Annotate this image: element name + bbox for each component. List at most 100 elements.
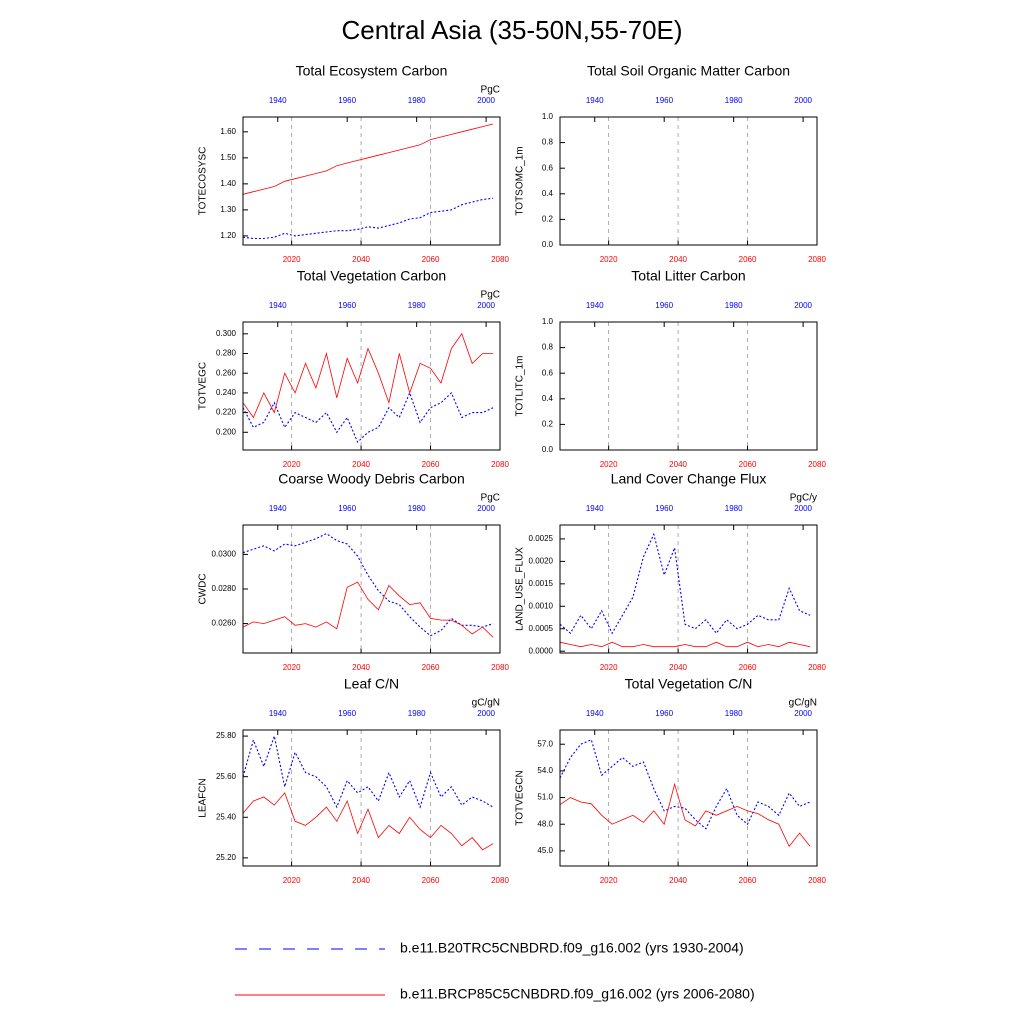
y-tick-label: 51.0 [537, 793, 553, 802]
x-tick-label: 2060 [739, 663, 757, 672]
x2-tick-label: 2000 [794, 504, 812, 513]
x-tick-label: 2040 [669, 876, 687, 885]
y-tick-label: 0.4 [542, 189, 554, 198]
y-tick-label: 0.220 [216, 408, 237, 417]
y-tick-label: 48.0 [537, 819, 553, 828]
y-tick-label: 0.0300 [212, 550, 237, 559]
y-tick-label: 0.200 [216, 427, 237, 436]
y-tick-label: 0.0 [542, 240, 554, 249]
x2-tick-label: 1940 [269, 709, 287, 718]
x2-tick-label: 1960 [338, 709, 356, 718]
x2-tick-label: 1940 [269, 301, 287, 310]
x2-tick-label: 1960 [338, 301, 356, 310]
panel-title: Total Soil Organic Matter Carbon [587, 63, 790, 79]
x-tick-label: 2020 [600, 255, 618, 264]
x2-tick-label: 1980 [725, 709, 743, 718]
legend-label: b.e11.BRCP85C5CNBDRD.f09_g16.002 (yrs 20… [400, 986, 755, 1002]
panel-title: Total Vegetation C/N [625, 676, 753, 692]
series-line [242, 123, 494, 195]
x2-tick-label: 1960 [655, 96, 673, 105]
y-tick-label: 0.0015 [529, 579, 554, 588]
x-tick-label: 2020 [600, 876, 618, 885]
series-line [559, 641, 811, 648]
series-line [242, 581, 494, 638]
y-tick-label: 25.80 [216, 731, 237, 740]
x-tick-label: 2080 [491, 876, 509, 885]
units-label: PgC [481, 493, 500, 504]
plot-frame [242, 729, 501, 867]
plot-frame [559, 524, 818, 654]
panel: Total Vegetation C/N gC/gN TOTVEGCN 2020 204… [515, 676, 827, 885]
y-axis-label: TOTVEGC [198, 362, 209, 410]
y-tick-label: 0.0005 [529, 624, 554, 633]
x-tick-label: 2040 [669, 255, 687, 264]
y-tick-label: 0.8 [542, 138, 554, 147]
plot-frame [242, 524, 501, 654]
x-tick-label: 2080 [808, 255, 826, 264]
x2-tick-label: 1940 [586, 301, 604, 310]
units-label: PgC/y [790, 493, 817, 504]
x-tick-label: 2040 [352, 460, 370, 469]
x-tick-label: 2040 [352, 255, 370, 264]
y-tick-label: 0.0000 [529, 646, 554, 655]
x2-tick-label: 1980 [408, 709, 426, 718]
x-tick-label: 2080 [808, 876, 826, 885]
y-tick-label: 0.8 [542, 343, 554, 352]
panel: Land Cover Change Flux PgC/y LAND_USE_FLUX… [515, 471, 827, 672]
x2-tick-label: 2000 [477, 504, 495, 513]
x-tick-label: 2020 [600, 460, 618, 469]
x-tick-label: 2060 [422, 460, 440, 469]
x-tick-label: 2080 [808, 663, 826, 672]
x-tick-label: 2080 [491, 460, 509, 469]
plot-frame [242, 321, 501, 451]
panel-title: Coarse Woody Debris Carbon [278, 471, 465, 487]
y-tick-label: 1.0 [542, 112, 554, 121]
y-tick-label: 1.60 [220, 127, 236, 136]
x-tick-label: 2060 [422, 255, 440, 264]
y-axis-label: TOTLITC_1m [515, 356, 526, 417]
x2-tick-label: 1980 [725, 96, 743, 105]
series-line [242, 734, 494, 809]
units-label: PgC [481, 85, 500, 96]
x-tick-label: 2020 [283, 255, 301, 264]
x2-tick-label: 2000 [477, 96, 495, 105]
y-axis-label: TOTSOMC_1m [515, 146, 526, 215]
panel: Total Ecosystem Carbon PgC TOTECOSYSC 2020 2… [198, 63, 510, 264]
y-tick-label: 0.0010 [529, 601, 554, 610]
x2-tick-label: 1940 [586, 709, 604, 718]
units-label: PgC [481, 290, 500, 301]
x-tick-label: 2040 [669, 460, 687, 469]
x2-tick-label: 1960 [338, 504, 356, 513]
x-tick-label: 2040 [669, 663, 687, 672]
panel: Coarse Woody Debris Carbon PgC CWDC 2020 204… [198, 471, 510, 672]
x2-tick-label: 1960 [655, 301, 673, 310]
panel: Total Soil Organic Matter Carbon TOTSOMC_… [515, 63, 827, 264]
x-tick-label: 2080 [808, 460, 826, 469]
x2-tick-label: 1960 [655, 709, 673, 718]
units-label: gC/gN [472, 698, 500, 709]
y-axis-label: CWDC [198, 573, 209, 604]
panel-title: Leaf C/N [344, 676, 399, 692]
y-tick-label: 0.0280 [212, 584, 237, 593]
y-tick-label: 25.40 [216, 812, 237, 821]
y-tick-label: 0.0020 [529, 556, 554, 565]
series-line [242, 391, 494, 444]
y-tick-label: 1.20 [220, 231, 236, 240]
x2-tick-label: 1980 [725, 504, 743, 513]
x2-tick-label: 1940 [269, 96, 287, 105]
y-tick-label: 0.260 [216, 368, 237, 377]
x2-tick-label: 2000 [794, 709, 812, 718]
y-tick-label: 0.2 [542, 420, 554, 429]
panel-title: Total Vegetation Carbon [297, 268, 446, 284]
units-label: gC/gN [789, 698, 817, 709]
y-tick-label: 0.0260 [212, 619, 237, 628]
x-tick-label: 2080 [491, 663, 509, 672]
y-tick-label: 1.40 [220, 179, 236, 188]
series-line [242, 532, 494, 637]
x-tick-label: 2020 [283, 663, 301, 672]
figure-title: Central Asia (35-50N,55-70E) [341, 15, 682, 45]
x2-tick-label: 1960 [655, 504, 673, 513]
y-tick-label: 1.50 [220, 153, 236, 162]
plot-frame [242, 116, 501, 246]
